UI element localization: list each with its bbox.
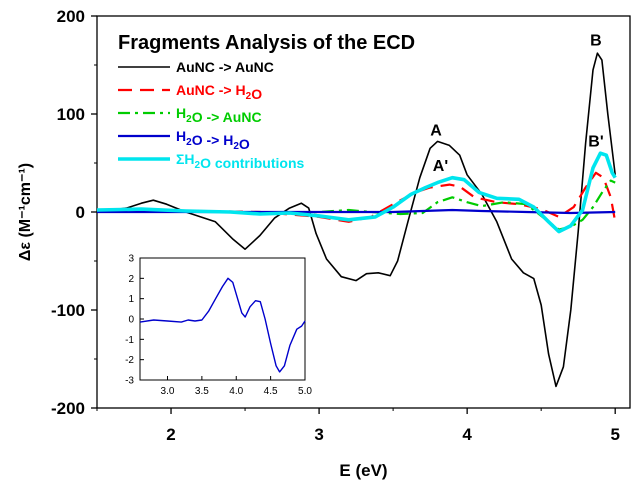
x-tick-label: 4: [462, 425, 472, 444]
peak-label-a-prime: A': [433, 158, 448, 175]
inset-y-tick-label: -2: [125, 355, 134, 366]
legend-label-aunc-h2o: AuNC -> H2O: [176, 82, 262, 102]
legend-label-h2o-contributions: ΣH2O contributions: [176, 151, 305, 171]
x-tick-label: 5: [610, 425, 619, 444]
series-line-h2o-aunc: [97, 179, 616, 231]
peak-label-a: A: [430, 123, 442, 140]
main-plot: 200 100 0 -100 -200 2 3 4 5 E (eV) Δε (M⁻¹cm⁻¹) Fra…: [17, 7, 631, 480]
chart-title: Fragments Analysis of the ECD: [118, 32, 415, 54]
inset-frame: [139, 257, 306, 381]
legend-label-aunc-aunc: AuNC -> AuNC: [176, 59, 274, 75]
inset-x-tick-label: 3.0: [161, 386, 175, 397]
inset-x-tick-label: 3.5: [195, 386, 209, 397]
x-tick-label: 3: [314, 425, 323, 444]
inset-x-tick-label: 4.5: [264, 386, 278, 397]
y-tick-label: -100: [51, 301, 85, 320]
y-tick-label: -200: [51, 399, 85, 418]
inset-y-tick-label: -3: [125, 376, 134, 387]
y-tick-label: 100: [57, 105, 85, 124]
inset-y-tick-label: 0: [128, 315, 134, 326]
inset-y-tick-label: -1: [125, 335, 134, 346]
series-line-aunc-h2o: [96, 171, 617, 223]
inset-x-tick-label: 4.0: [229, 386, 243, 397]
peak-label-b: B: [590, 32, 602, 49]
peak-label-b-prime: B': [588, 133, 603, 150]
inset-y-tick-label: 1: [128, 294, 134, 305]
inset-x-tick-label: 5.0: [298, 386, 312, 397]
y-tick-label: 0: [76, 203, 85, 222]
legend-label-h2o-h2o: H2O -> H2O: [176, 128, 250, 152]
series-line-h2o-contributions: [96, 151, 617, 234]
y-tick-label: 200: [57, 7, 85, 26]
inset-y-tick-label: 2: [128, 274, 134, 285]
inset-plot: 3 2 1 0 -1 -2 -3 3.0 3.5 4.0 4.5 5.0: [125, 254, 312, 398]
series-line-aunc-aunc: [96, 52, 616, 388]
legend-label-h2o-aunc: H2O -> AuNC: [176, 105, 262, 125]
inset-series-line: [139, 277, 306, 373]
y-axis-label: Δε (M⁻¹cm⁻¹): [17, 163, 34, 261]
inset-y-tick-label: 3: [128, 254, 134, 265]
x-axis-label: E (eV): [339, 461, 387, 480]
x-tick-label: 2: [166, 425, 175, 444]
